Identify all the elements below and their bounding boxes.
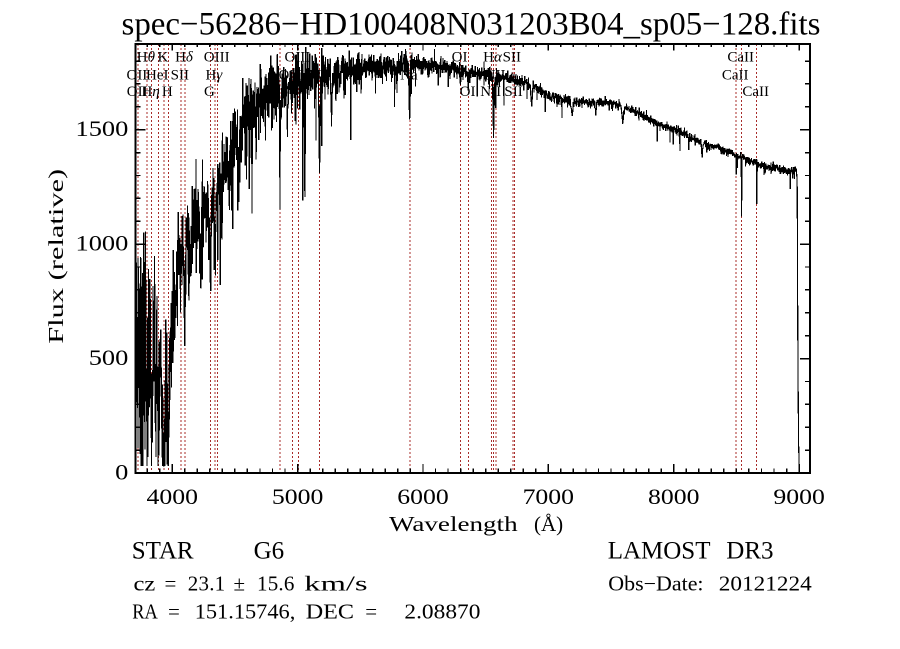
svg-text:0: 0 [115, 460, 128, 484]
svg-text:Hθ: Hθ [137, 50, 156, 66]
svg-text:23.1: 23.1 [188, 571, 226, 595]
svg-text:H: H [162, 84, 173, 100]
svg-text:K: K [157, 50, 168, 66]
svg-text:7000: 7000 [523, 485, 575, 509]
svg-text:CaII: CaII [722, 67, 749, 83]
svg-text:500: 500 [89, 346, 129, 370]
svg-text:LAMOST: LAMOST [608, 538, 711, 565]
svg-text:5000: 5000 [272, 485, 324, 509]
svg-text:6000: 6000 [397, 485, 449, 509]
svg-text:Hη: Hη [141, 84, 159, 100]
svg-text:SII: SII [503, 50, 521, 66]
svg-text:Flux (relative): Flux (relative) [45, 169, 68, 344]
svg-text:Hδ: Hδ [175, 50, 194, 66]
svg-text:G6: G6 [254, 538, 285, 565]
svg-text:km/s: km/s [304, 572, 367, 595]
svg-text:Obs−Date:: Obs−Date: [608, 572, 703, 595]
svg-text:OIII: OIII [204, 50, 230, 66]
svg-text:4000: 4000 [146, 485, 198, 509]
svg-text:SII: SII [504, 84, 522, 100]
svg-text:(Å): (Å) [534, 512, 563, 536]
svg-text:9000: 9000 [773, 485, 825, 509]
svg-text:Hγ: Hγ [206, 67, 224, 83]
svg-text:±: ± [234, 571, 246, 595]
svg-text:CaII: CaII [727, 50, 754, 66]
svg-text:SII: SII [171, 67, 189, 83]
svg-text:HeI: HeI [146, 67, 169, 83]
svg-text:NII: NII [480, 84, 501, 100]
svg-text:cz: cz [134, 572, 156, 595]
svg-text:CaII: CaII [742, 84, 769, 100]
svg-text:spec−56286−HD100408N031203B04_: spec−56286−HD100408N031203B04_sp05−128.f… [122, 7, 821, 43]
svg-text:G: G [204, 84, 215, 100]
svg-text:=: = [168, 600, 180, 624]
svg-text:20121224: 20121224 [719, 571, 812, 595]
svg-text:OI: OI [460, 84, 476, 100]
svg-text:DR3: DR3 [726, 538, 773, 565]
svg-text:OII: OII [126, 67, 147, 83]
svg-text:Hα: Hα [483, 50, 503, 66]
svg-text:151.15746,: 151.15746, [195, 600, 296, 623]
svg-text:OII: OII [127, 84, 148, 100]
svg-text:8000: 8000 [648, 485, 700, 509]
svg-text:OIII: OIII [284, 50, 310, 66]
svg-text:STAR: STAR [132, 538, 194, 565]
svg-text:DEC: DEC [306, 600, 354, 623]
svg-text:Wavelength: Wavelength [389, 513, 518, 536]
svg-text:RA: RA [132, 601, 158, 624]
svg-text:2.08870: 2.08870 [404, 600, 480, 624]
svg-text:15.6: 15.6 [257, 571, 295, 595]
svg-text:1000: 1000 [76, 231, 129, 255]
svg-text:=: = [165, 571, 177, 595]
svg-text:OI: OI [452, 50, 468, 66]
svg-text:1500: 1500 [76, 117, 129, 141]
svg-text:=: = [365, 600, 377, 624]
